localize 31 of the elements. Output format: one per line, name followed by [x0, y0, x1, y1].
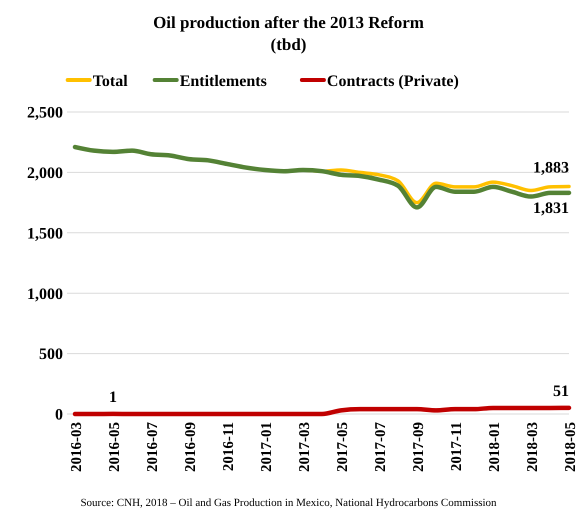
y-tick-label: 1,000 [27, 286, 63, 303]
legend-label: Contracts (Private) [326, 73, 459, 90]
x-tick-label: 2016-09 [183, 422, 199, 472]
y-tick-label: 1,500 [27, 225, 63, 242]
x-tick-label: 2018-03 [525, 422, 541, 472]
data-label: 51 [553, 382, 569, 400]
y-tick-label: 0 [55, 406, 63, 424]
legend-label: Total [92, 73, 128, 90]
y-tick-label: 500 [39, 346, 63, 364]
x-tick-label: 2017-03 [297, 422, 313, 472]
x-tick-label: 2017-11 [449, 422, 465, 472]
source-note: Source: CNH, 2018 – Oil and Gas Production in Mexico, National Hydrocarbons Commission [80, 497, 498, 509]
x-tick-label: 2017-01 [259, 422, 275, 472]
line-series [72, 406, 572, 416]
x-tick-label: 2016-03 [69, 422, 85, 472]
data-label: 1,831 [533, 200, 569, 217]
x-tick-label: 2016-07 [145, 422, 161, 472]
data-label: 1,883 [533, 160, 569, 177]
legend-label: Entitlements [180, 73, 267, 90]
x-tick-label: 2017-05 [335, 422, 351, 472]
chart-title: Oil production after the 2013 Reform [153, 13, 424, 32]
x-tick-label: 2017-09 [411, 422, 427, 472]
data-label: 1 [109, 388, 117, 406]
y-tick-label: 2,000 [27, 165, 63, 182]
x-tick-label: 2018-05 [563, 422, 577, 472]
x-tick-label: 2018-01 [487, 422, 503, 472]
x-tick-label: 2016-11 [221, 422, 237, 472]
chart-subtitle: (tbd) [270, 35, 306, 54]
x-tick-label: 2017-07 [373, 422, 389, 472]
x-tick-label: 2016-05 [107, 422, 123, 472]
y-tick-label: 2,500 [27, 104, 63, 122]
